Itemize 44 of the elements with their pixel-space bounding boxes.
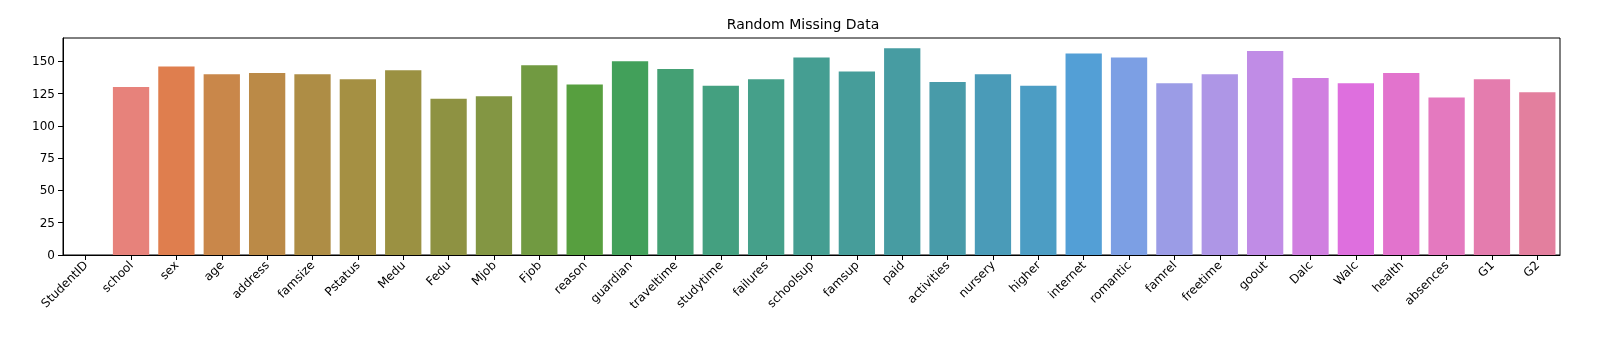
x-tick-label: G2 [1520, 258, 1543, 280]
bar [248, 72, 286, 255]
x-tick-label: age [201, 258, 227, 284]
y-tick-label: 150 [32, 54, 55, 69]
bar [1246, 50, 1284, 255]
bar [475, 96, 513, 255]
bar [385, 70, 422, 255]
x-tick-label: sex [156, 258, 182, 283]
bar [702, 85, 739, 255]
bar [884, 48, 921, 255]
y-tick-label: 50 [39, 183, 55, 198]
bar [1065, 53, 1102, 255]
bar [158, 66, 195, 255]
bar [1020, 85, 1057, 255]
bar [566, 84, 603, 255]
bar [1292, 78, 1329, 255]
bar [203, 74, 240, 255]
chart-title: Random Missing Data [726, 16, 880, 32]
bar [294, 74, 331, 255]
bar [1110, 57, 1148, 255]
bar [929, 81, 966, 255]
bar [1337, 83, 1375, 255]
y-tick-label: 125 [32, 86, 55, 101]
bar [430, 98, 467, 255]
bar [339, 79, 377, 255]
bar [793, 57, 830, 255]
bar [838, 71, 876, 255]
y-tick-label: 75 [39, 151, 55, 166]
bar [1428, 97, 1465, 255]
bar [747, 79, 785, 255]
bar [1473, 79, 1511, 255]
bar [657, 69, 694, 255]
y-tick-label: 100 [32, 118, 55, 133]
bar [521, 65, 558, 255]
bar [1201, 74, 1238, 255]
bar [1156, 83, 1193, 255]
x-tick-label: G1 [1475, 258, 1497, 280]
bar [611, 61, 649, 255]
y-tick-label: 25 [39, 215, 55, 230]
bar [1519, 92, 1556, 255]
bar [974, 74, 1012, 255]
y-tick-label: 0 [47, 248, 55, 262]
bar [112, 87, 150, 255]
bar [1383, 72, 1420, 255]
